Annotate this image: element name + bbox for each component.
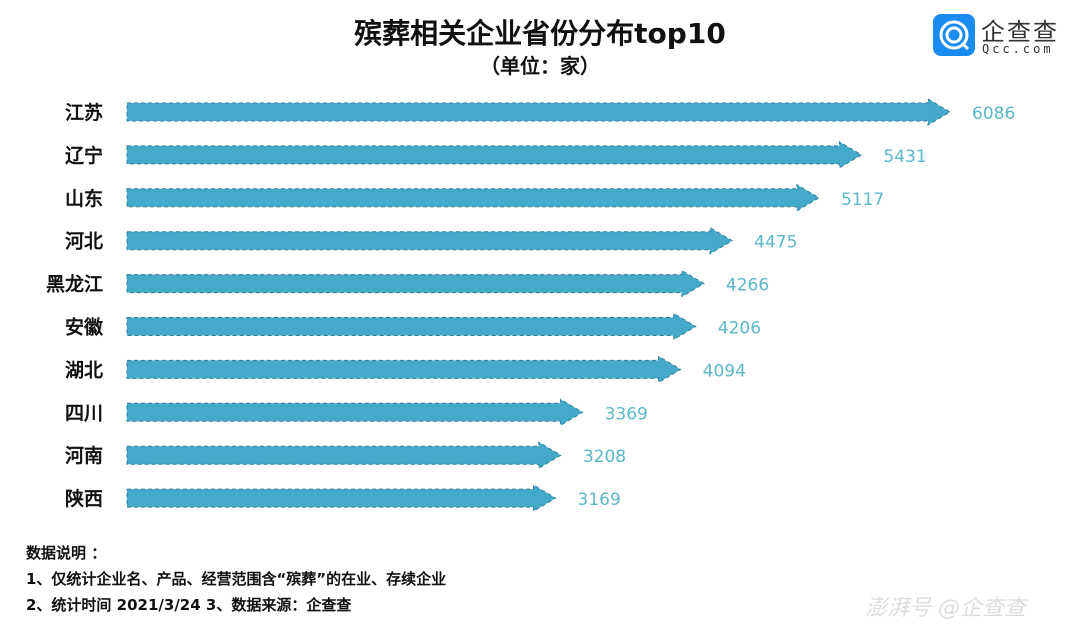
logo-name: 企查查	[981, 18, 1059, 46]
notes-line-2: 2、统计时间 2021/3/24 3、数据来源：企查查	[26, 596, 352, 614]
bar	[126, 355, 682, 384]
category-label: 河北	[65, 231, 103, 253]
value-label: 5117	[841, 190, 884, 210]
value-label: 4266	[726, 276, 769, 296]
qcc-logo-icon	[933, 14, 975, 56]
chart-subtitle: （单位：家）	[480, 54, 600, 78]
bar	[126, 398, 584, 427]
bar	[126, 226, 734, 255]
category-label: 安徽	[65, 316, 104, 339]
category-label: 山东	[65, 187, 103, 210]
watermark: 澎湃号 @企查查	[865, 596, 1026, 621]
bar	[126, 98, 951, 126]
bar	[126, 183, 820, 212]
bar	[126, 484, 557, 512]
bar	[126, 441, 562, 470]
category-label: 河南	[65, 445, 103, 467]
value-label: 3208	[583, 447, 626, 467]
category-label: 四川	[65, 402, 103, 424]
bar	[126, 312, 697, 341]
category-label: 江苏	[65, 101, 103, 124]
chart-title: 殡葬相关企业省份分布top10	[354, 17, 726, 50]
value-label: 4094	[703, 361, 746, 381]
category-label: 湖北	[65, 359, 103, 381]
value-label: 3169	[578, 490, 621, 510]
bar-chart: 江苏 6086 辽宁 5431 山东 5117 河北 4475 黑龙江 4266 安徽 4206 湖北 4…	[46, 98, 1015, 512]
notes-line-1: 1、仅统计企业名、产品、经营范围含“殡葬”的在业、存续企业	[26, 570, 447, 588]
category-label: 黑龙江	[46, 273, 103, 296]
notes-heading: 数据说明 ：	[26, 544, 107, 562]
logo-sub: Qcc.com	[982, 42, 1054, 56]
category-label: 陕西	[65, 487, 103, 510]
value-label: 6086	[972, 104, 1015, 124]
category-label: 辽宁	[65, 144, 103, 167]
value-label: 4206	[718, 319, 761, 339]
bar	[126, 141, 863, 169]
bar	[126, 269, 705, 298]
value-label: 4475	[754, 233, 797, 253]
value-label: 3369	[605, 404, 648, 424]
notes: 数据说明 ： 1、仅统计企业名、产品、经营范围含“殡葬”的在业、存续企业 2、统…	[26, 540, 446, 618]
value-label: 5431	[883, 147, 926, 167]
